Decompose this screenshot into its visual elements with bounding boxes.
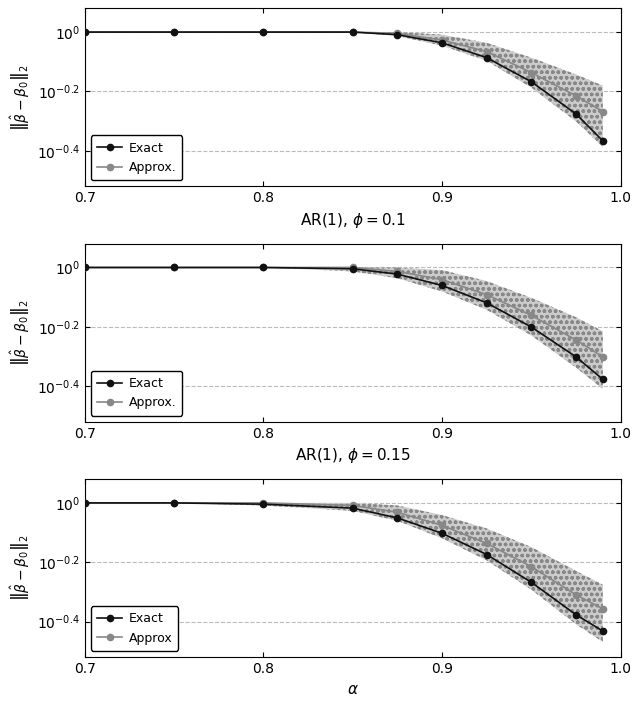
Exact bbox=[394, 30, 401, 39]
Exact bbox=[349, 264, 356, 273]
Exact bbox=[438, 39, 446, 47]
Approx. bbox=[483, 290, 490, 299]
Exact bbox=[483, 299, 490, 307]
Exact bbox=[572, 352, 580, 361]
Approx. bbox=[260, 263, 268, 271]
Exact bbox=[349, 504, 356, 513]
Exact bbox=[483, 551, 490, 559]
Exact bbox=[170, 263, 178, 271]
Exact bbox=[438, 281, 446, 290]
Approx. bbox=[599, 352, 607, 361]
Approx. bbox=[170, 28, 178, 37]
Approx bbox=[572, 591, 580, 599]
Exact bbox=[527, 578, 535, 587]
Approx bbox=[260, 498, 268, 507]
Legend: Exact, Approx.: Exact, Approx. bbox=[91, 371, 182, 415]
Y-axis label: $\left\|\hat{\beta} - \beta_0\right\|_2$: $\left\|\hat{\beta} - \beta_0\right\|_2$ bbox=[8, 535, 31, 601]
Approx. bbox=[81, 263, 88, 271]
Approx. bbox=[599, 107, 607, 116]
Approx bbox=[438, 521, 446, 529]
Exact bbox=[170, 28, 178, 37]
Exact bbox=[572, 611, 580, 619]
Line: Approx.: Approx. bbox=[82, 264, 606, 360]
X-axis label: $\alpha$: $\alpha$ bbox=[347, 682, 358, 697]
Exact bbox=[572, 110, 580, 118]
Exact bbox=[599, 375, 607, 384]
Approx. bbox=[349, 28, 356, 37]
Exact bbox=[81, 28, 88, 37]
Approx. bbox=[527, 68, 535, 77]
Approx bbox=[527, 563, 535, 571]
Exact bbox=[81, 263, 88, 271]
Approx. bbox=[394, 29, 401, 37]
Exact bbox=[599, 137, 607, 145]
Line: Approx.: Approx. bbox=[82, 29, 606, 115]
Approx. bbox=[81, 28, 88, 37]
Approx bbox=[81, 498, 88, 507]
Exact bbox=[394, 514, 401, 522]
Y-axis label: $\left\|\hat{\beta} - \beta_0\right\|_2$: $\left\|\hat{\beta} - \beta_0\right\|_2$ bbox=[8, 64, 31, 130]
Exact bbox=[260, 263, 268, 271]
Approx bbox=[170, 498, 178, 507]
Exact bbox=[483, 54, 490, 62]
Exact bbox=[349, 28, 356, 37]
Line: Exact: Exact bbox=[82, 500, 606, 634]
Approx. bbox=[438, 36, 446, 44]
X-axis label: AR(1), $\phi = 0.1$: AR(1), $\phi = 0.1$ bbox=[300, 211, 406, 230]
Exact bbox=[394, 270, 401, 278]
Approx bbox=[349, 501, 356, 510]
Legend: Exact, Approx.: Exact, Approx. bbox=[91, 135, 182, 180]
Exact bbox=[260, 28, 268, 37]
Approx bbox=[483, 539, 490, 548]
Approx. bbox=[572, 92, 580, 100]
Line: Exact: Exact bbox=[82, 29, 606, 144]
Approx. bbox=[572, 336, 580, 344]
Line: Approx: Approx bbox=[82, 500, 606, 612]
Approx. bbox=[394, 267, 401, 276]
Approx. bbox=[260, 28, 268, 37]
Exact bbox=[81, 498, 88, 507]
Y-axis label: $\left\|\hat{\beta} - \beta_0\right\|_2$: $\left\|\hat{\beta} - \beta_0\right\|_2$ bbox=[8, 300, 31, 366]
Legend: Exact, Approx: Exact, Approx bbox=[91, 606, 179, 651]
Exact bbox=[260, 500, 268, 508]
Exact bbox=[599, 627, 607, 635]
Exact bbox=[527, 78, 535, 86]
Approx. bbox=[527, 311, 535, 319]
Approx bbox=[599, 604, 607, 613]
Approx bbox=[394, 508, 401, 517]
Approx. bbox=[349, 263, 356, 271]
Exact bbox=[438, 529, 446, 537]
Approx. bbox=[483, 47, 490, 56]
Approx. bbox=[438, 276, 446, 284]
Exact bbox=[527, 323, 535, 331]
Line: Exact: Exact bbox=[82, 264, 606, 382]
Approx. bbox=[170, 263, 178, 271]
X-axis label: AR(1), $\phi = 0.15$: AR(1), $\phi = 0.15$ bbox=[295, 446, 410, 465]
Exact bbox=[170, 498, 178, 507]
